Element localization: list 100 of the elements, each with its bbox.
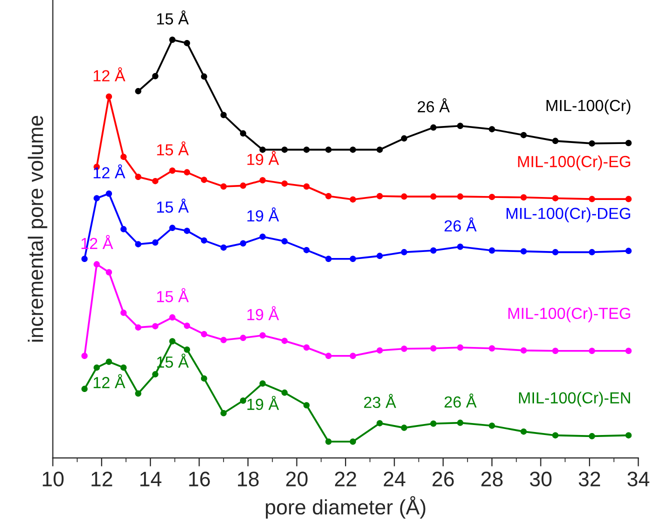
point [303, 246, 310, 254]
point [106, 93, 112, 100]
point [457, 122, 464, 129]
point [281, 180, 288, 187]
point [430, 193, 437, 200]
annotation: 12 Å [94, 164, 126, 178]
point [169, 338, 176, 344]
point [588, 196, 596, 202]
point [552, 432, 558, 438]
point [184, 322, 190, 329]
point [152, 371, 158, 378]
x-tick-label: 20 [286, 472, 308, 486]
point [625, 248, 632, 254]
point [81, 386, 88, 392]
point [94, 261, 100, 268]
point [240, 334, 246, 342]
point [81, 256, 88, 262]
point [350, 196, 356, 203]
point [350, 256, 356, 262]
point [240, 398, 246, 404]
annotation: 19 Å [247, 150, 280, 166]
point [120, 154, 127, 160]
point [376, 146, 383, 153]
point [400, 135, 408, 142]
point [457, 420, 464, 426]
x-tick-label: 26 [432, 472, 454, 486]
point [350, 352, 356, 360]
point [400, 346, 408, 352]
point [135, 88, 142, 94]
point [169, 36, 176, 43]
point [281, 338, 288, 344]
x-axis-title: pore diameter (Å) [266, 496, 426, 519]
point [200, 73, 208, 80]
point [376, 420, 383, 426]
point [325, 193, 332, 200]
point [152, 239, 158, 246]
annotation: 12 Å [94, 67, 126, 82]
series-label: MIL-100(Cr)-EG [518, 156, 630, 170]
point [135, 324, 142, 331]
point [184, 346, 190, 353]
point [200, 237, 208, 244]
x-tick-label: 18 [238, 472, 259, 486]
annotation: 15 Å [157, 141, 189, 156]
series-label: MIL-100(Cr)-TEG [508, 307, 630, 322]
point [281, 390, 288, 396]
point [281, 146, 288, 153]
point [588, 140, 596, 147]
annotation: 12 Å [94, 374, 126, 388]
point [552, 195, 558, 202]
point [350, 146, 356, 153]
point [152, 323, 158, 330]
point [430, 247, 437, 254]
point [430, 124, 437, 131]
point [488, 422, 496, 429]
point [200, 375, 208, 382]
point [400, 193, 408, 200]
series-label: MIL-100(Cr) [546, 99, 630, 114]
point [625, 140, 632, 146]
point [240, 182, 246, 189]
point [430, 345, 437, 352]
x-tick-label: 12 [92, 472, 112, 486]
point [520, 132, 527, 138]
x-tick-label: 22 [335, 472, 356, 486]
x-tick-label: 10 [42, 472, 64, 486]
point [303, 402, 310, 408]
annotation: 26 Å [418, 98, 450, 112]
point [120, 226, 127, 232]
point [520, 248, 527, 254]
point [588, 348, 596, 354]
point [376, 193, 383, 200]
point [625, 196, 632, 202]
point [488, 345, 496, 352]
point [152, 178, 158, 184]
point [220, 244, 227, 251]
series-label: MIL-100(Cr)-DEG [506, 207, 630, 222]
point [200, 331, 208, 338]
x-tick-label: 16 [189, 472, 210, 486]
point [169, 167, 176, 174]
point [303, 344, 310, 351]
x-tick-label: 24 [384, 472, 406, 486]
point [488, 126, 496, 132]
series-label: MIL-100(Cr)-EN [519, 392, 630, 407]
point [240, 130, 246, 137]
annotation: 15 Å [157, 288, 189, 302]
annotation: 23 Å [364, 394, 396, 408]
point [220, 410, 227, 416]
point [400, 249, 408, 256]
point [135, 241, 142, 248]
point [281, 238, 288, 244]
point [457, 344, 464, 351]
point [325, 256, 332, 262]
point [552, 348, 558, 354]
point [120, 310, 127, 316]
point [350, 438, 356, 445]
annotation: 15 Å [157, 10, 189, 25]
point [325, 352, 332, 360]
point [400, 424, 408, 431]
annotation: 26 Å [444, 393, 477, 408]
point [81, 352, 88, 360]
point [430, 420, 437, 427]
